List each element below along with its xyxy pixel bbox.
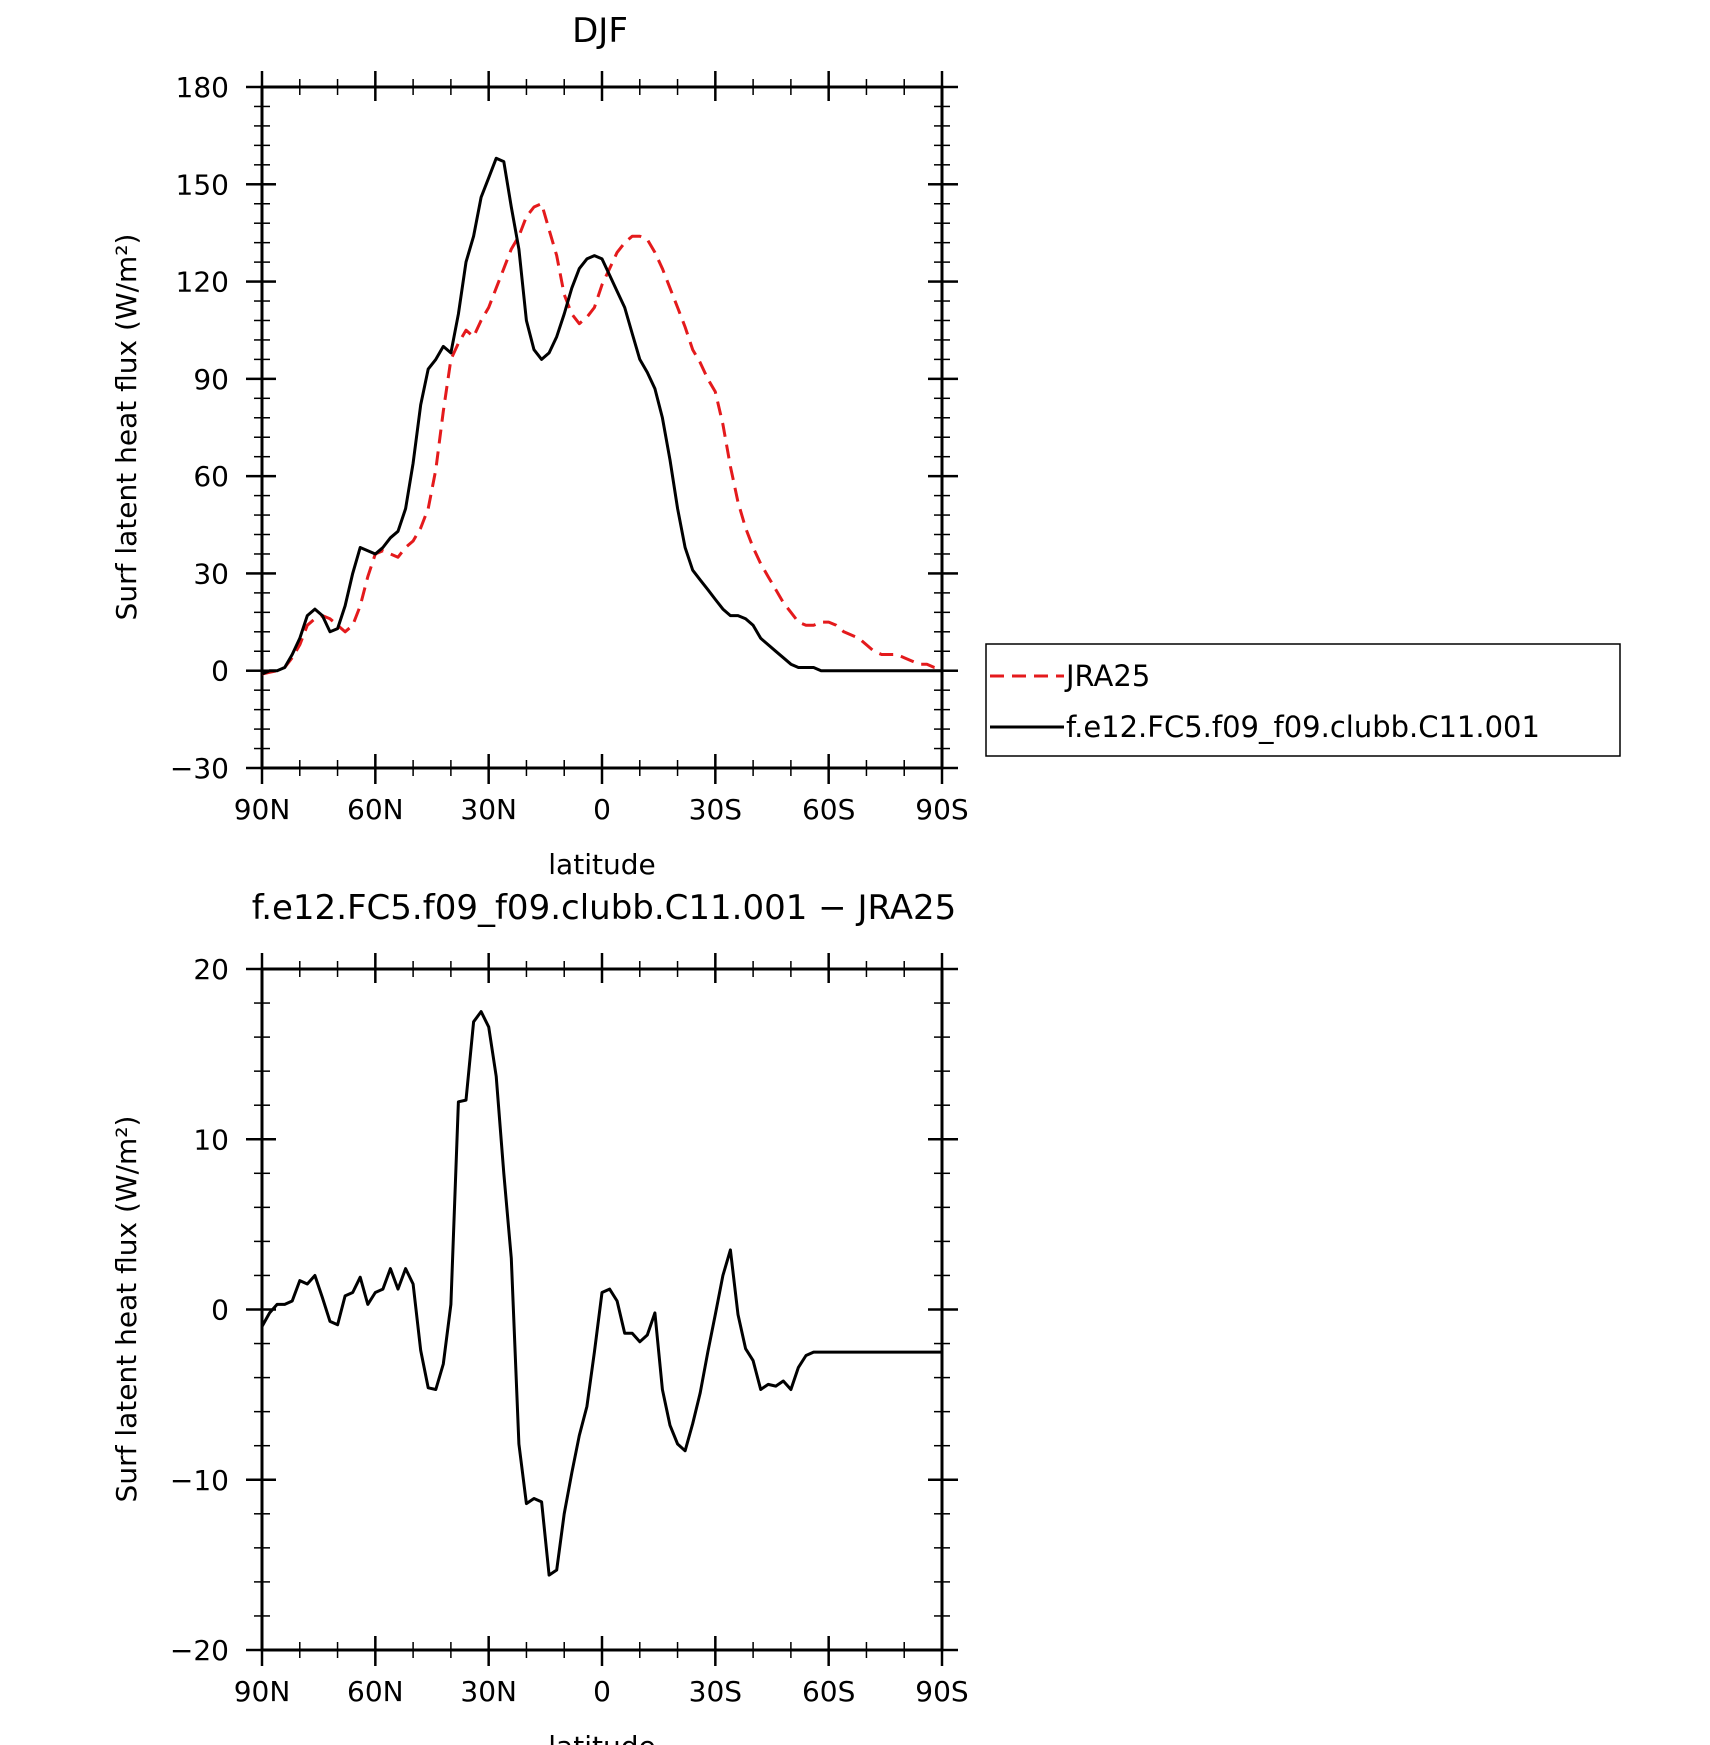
top-y-axis-title: Surf latent heat flux (W/m²) bbox=[110, 234, 143, 621]
top-y-tick-labels: 180 150 120 90 60 30 0 −30 bbox=[170, 71, 229, 785]
x-tick-label: 60S bbox=[802, 1675, 855, 1708]
x-tick-label: 0 bbox=[593, 1675, 611, 1708]
top-x-axis-title: latitude bbox=[548, 848, 655, 881]
y-tick-label: −20 bbox=[170, 1634, 229, 1667]
y-tick-label: 90 bbox=[193, 363, 229, 396]
x-tick-label: 30S bbox=[689, 1675, 742, 1708]
bottom-y-tick-labels: 20 10 0 −10 −20 bbox=[170, 953, 229, 1667]
bottom-panel: f.e12.FC5.f09_f09.clubb.C11.001 − JRA25 … bbox=[110, 888, 969, 1745]
difference-line bbox=[260, 1010, 942, 1577]
x-tick-label: 60N bbox=[347, 793, 404, 826]
top-plot-frame bbox=[260, 85, 944, 770]
y-tick-label: 150 bbox=[176, 168, 229, 201]
x-tick-label: 60N bbox=[347, 1675, 404, 1708]
bottom-series-lines bbox=[260, 1010, 942, 1577]
y-tick-label: 20 bbox=[193, 953, 229, 986]
x-tick-label: 0 bbox=[593, 793, 611, 826]
top-axis-ticks bbox=[246, 71, 958, 784]
y-tick-label: 30 bbox=[193, 557, 229, 590]
y-tick-label: −10 bbox=[170, 1464, 229, 1497]
top-panel: DJF 90N 60N 30N 0 30S 60S 90S 180 150 120 90 60 30 0… bbox=[110, 11, 1621, 881]
x-tick-label: 90S bbox=[915, 793, 968, 826]
y-tick-label: 0 bbox=[211, 1294, 229, 1327]
top-x-tick-labels: 90N 60N 30N 0 30S 60S 90S bbox=[234, 793, 969, 826]
y-tick-label: 180 bbox=[176, 71, 229, 104]
y-tick-label: 60 bbox=[193, 460, 229, 493]
bottom-axis-ticks bbox=[246, 953, 958, 1666]
y-tick-label: 120 bbox=[176, 266, 229, 299]
x-tick-label: 90N bbox=[234, 1675, 291, 1708]
bottom-y-axis-title: Surf latent heat flux (W/m²) bbox=[110, 1116, 143, 1503]
bottom-x-tick-labels: 90N 60N 30N 0 30S 60S 90S bbox=[234, 1675, 969, 1708]
x-tick-label: 30N bbox=[460, 1675, 517, 1708]
y-tick-label: 10 bbox=[193, 1123, 229, 1156]
top-plot-title: DJF bbox=[572, 11, 628, 51]
x-tick-label: 90N bbox=[234, 793, 291, 826]
x-tick-label: 90S bbox=[915, 1675, 968, 1708]
bottom-plot-title: f.e12.FC5.f09_f09.clubb.C11.001 − JRA25 bbox=[252, 888, 957, 928]
bottom-x-axis-title: latitude bbox=[548, 1730, 655, 1745]
bottom-plot-frame bbox=[260, 967, 944, 1652]
x-tick-label: 30S bbox=[689, 793, 742, 826]
legend-label-model: f.e12.FC5.f09_f09.clubb.C11.001 bbox=[1066, 710, 1540, 744]
y-tick-label: −30 bbox=[170, 752, 229, 785]
legend: JRA25 f.e12.FC5.f09_f09.clubb.C11.001 bbox=[985, 643, 1621, 757]
x-tick-label: 30N bbox=[460, 793, 517, 826]
series-line-f bbox=[261, 156, 942, 676]
legend-box bbox=[985, 643, 1621, 757]
top-series-lines bbox=[261, 156, 942, 676]
series-line-jra25 bbox=[261, 202, 942, 676]
legend-label-jra25: JRA25 bbox=[1064, 659, 1150, 693]
y-tick-label: 0 bbox=[211, 655, 229, 688]
x-tick-label: 60S bbox=[802, 793, 855, 826]
